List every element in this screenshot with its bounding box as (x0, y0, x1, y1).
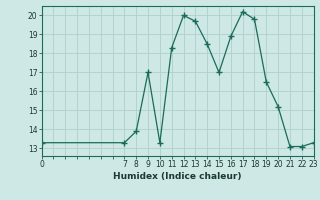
X-axis label: Humidex (Indice chaleur): Humidex (Indice chaleur) (113, 172, 242, 181)
